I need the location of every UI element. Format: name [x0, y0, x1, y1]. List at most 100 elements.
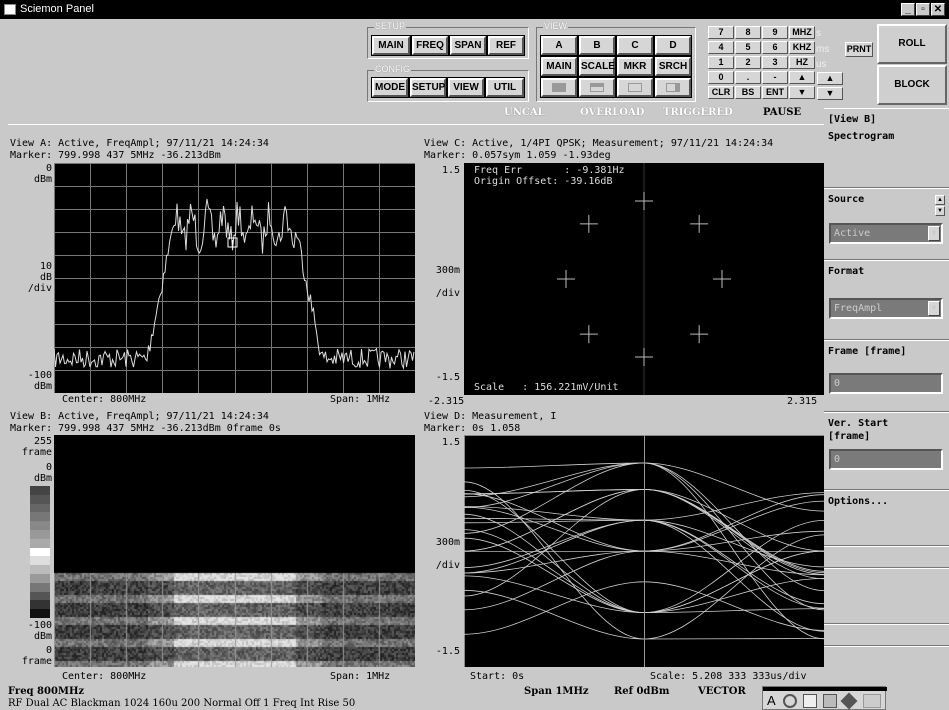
bottom-mode: VECTOR — [698, 686, 746, 697]
format-dropdown-arrow-icon[interactable]: ▼ — [928, 301, 940, 316]
view-a-ymid-value: 10 — [39, 261, 52, 272]
setup-span-button[interactable]: SPAN — [450, 36, 486, 55]
view-c-freq-err: Freq Err : -9.381Hz — [474, 165, 625, 176]
format-dropdown[interactable]: FreqAmpl ▼ — [829, 298, 943, 319]
key-0-2[interactable]: 9 — [762, 26, 788, 39]
color-scale-step — [30, 573, 50, 583]
setup-main-button[interactable]: MAIN — [372, 36, 410, 55]
view-a-ymid-unit: dB — [39, 272, 52, 283]
view-c-xright: 2.315 — [787, 396, 818, 407]
layout-split-vertical-button[interactable] — [617, 78, 653, 97]
zoom-icon[interactable] — [783, 694, 797, 708]
setup-group: SETUP — [367, 21, 529, 59]
view-b-button[interactable]: B — [579, 36, 615, 55]
verstart-input[interactable]: 0 — [829, 449, 943, 470]
keypad-extra-up-button[interactable]: ▲ — [817, 72, 843, 85]
view-a-ytop-unit: dBm — [33, 174, 52, 185]
view-scale-button[interactable]: SCALE — [579, 57, 615, 76]
diamond-icon[interactable] — [840, 692, 858, 710]
view-main-button[interactable]: MAIN — [541, 57, 577, 76]
source-up-button[interactable]: ▲ — [935, 195, 945, 205]
key-3-0[interactable]: 0 — [708, 71, 734, 84]
key-4-3[interactable]: ▼ — [789, 86, 815, 99]
roll-button[interactable]: ROLL — [877, 24, 947, 64]
key-3-2[interactable]: - — [762, 71, 788, 84]
key-4-0[interactable]: CLR — [708, 86, 734, 99]
color-scale-step — [30, 547, 50, 557]
key-2-1[interactable]: 2 — [735, 56, 761, 69]
view-c-ytop: 1.5 — [441, 165, 460, 176]
view-c-marker: Marker: 0.057sym 1.059 -1.93deg — [424, 150, 824, 162]
key-2-3[interactable]: HZ — [789, 56, 815, 69]
view-d-ymid-value: 300m — [435, 537, 460, 548]
block-button[interactable]: BLOCK — [877, 65, 947, 105]
key-1-1[interactable]: 5 — [735, 41, 761, 54]
source-down-button[interactable]: ▼ — [935, 206, 945, 216]
view-d-plot[interactable] — [464, 435, 824, 667]
rp-options-section[interactable]: Options... — [824, 490, 949, 546]
view-c-button[interactable]: C — [617, 36, 653, 55]
maximize-button[interactable]: ▫ — [916, 3, 930, 16]
setup-freq-button[interactable]: FREQ — [412, 36, 448, 55]
view-a-span: Span: 1MHz — [330, 394, 391, 405]
layout-split-horizontal-button[interactable] — [579, 78, 615, 97]
setup-ref-button[interactable]: REF — [488, 36, 524, 55]
config-setup-button[interactable]: SETUP — [410, 78, 446, 97]
view-c-ybot: -1.5 — [435, 372, 460, 383]
source-value: Active — [834, 228, 871, 239]
view-a-header: View A: Active, FreqAmpl; 97/11/21 14:24… — [10, 138, 414, 150]
close-button[interactable]: ✕ — [931, 3, 945, 16]
keypad-extra-down-button[interactable]: ▼ — [817, 87, 843, 100]
key-0-0[interactable]: 7 — [708, 26, 734, 39]
layout-single-button[interactable] — [541, 78, 577, 97]
view-srch-button[interactable]: SRCH — [655, 57, 691, 76]
view-a-ymid-div: /div — [27, 283, 52, 294]
pause-indicator: PAUSE — [763, 107, 802, 118]
bottom-settings: RF Dual AC Blackman 1024 160u 200 Normal… — [8, 698, 356, 709]
options-button[interactable]: Options... — [828, 496, 889, 507]
rp-blank-2 — [824, 568, 949, 624]
key-1-3[interactable]: KHZ — [789, 41, 815, 54]
key-4-1[interactable]: BS — [735, 86, 761, 99]
view-b-center: Center: 800MHz — [62, 671, 147, 682]
color-scale-step — [30, 494, 50, 504]
view-group-label: VIEW — [543, 21, 569, 32]
rp-blank-3 — [824, 624, 949, 646]
book-icon[interactable] — [803, 694, 817, 708]
key-2-2[interactable]: 3 — [762, 56, 788, 69]
rp-source-section: Source ▲ ▼ Active ▼ — [824, 188, 949, 260]
view-mkr-button[interactable]: MKR — [617, 57, 653, 76]
view-a-button[interactable]: A — [541, 36, 577, 55]
key-3-1[interactable]: . — [735, 71, 761, 84]
frame-input[interactable]: 0 — [829, 373, 943, 394]
source-dropdown-arrow-icon[interactable]: ▼ — [928, 226, 940, 241]
key-0-3[interactable]: MHZ — [789, 26, 815, 39]
layout-quad-button[interactable] — [655, 78, 691, 97]
key-1-2[interactable]: 6 — [762, 41, 788, 54]
minimize-button[interactable]: _ — [901, 3, 915, 16]
print-button[interactable]: PRNT — [845, 42, 873, 57]
config-util-button[interactable]: UTIL — [486, 78, 524, 97]
key-3-3[interactable]: ▲ — [789, 71, 815, 84]
view-c-origin-offset: Origin Offset: -39.16dB — [474, 176, 613, 187]
view-b-plot[interactable] — [54, 435, 415, 667]
font-a-icon[interactable]: A — [767, 693, 776, 708]
view-d-button[interactable]: D — [655, 36, 691, 55]
config-mode-button[interactable]: MODE — [372, 78, 408, 97]
view-c-plot[interactable]: Freq Err : -9.381Hz Origin Offset: -39.1… — [464, 163, 824, 395]
key-1-0[interactable]: 4 — [708, 41, 734, 54]
view-d-ybot: -1.5 — [435, 646, 460, 657]
view-a-plot[interactable] — [54, 163, 415, 393]
key-2-0[interactable]: 1 — [708, 56, 734, 69]
key-4-2[interactable]: ENT — [762, 86, 788, 99]
color-scale-step — [30, 529, 50, 539]
source-dropdown[interactable]: Active ▼ — [829, 223, 943, 244]
color-scale-step — [30, 503, 50, 513]
color-scale-step — [30, 565, 50, 574]
key-0-1[interactable]: 8 — [735, 26, 761, 39]
config-view-button[interactable]: VIEW — [448, 78, 484, 97]
rp-blank-1 — [824, 546, 949, 568]
view-b-spectrogram — [54, 435, 415, 667]
window-icon[interactable] — [823, 694, 837, 708]
color-scale-step — [30, 486, 50, 495]
